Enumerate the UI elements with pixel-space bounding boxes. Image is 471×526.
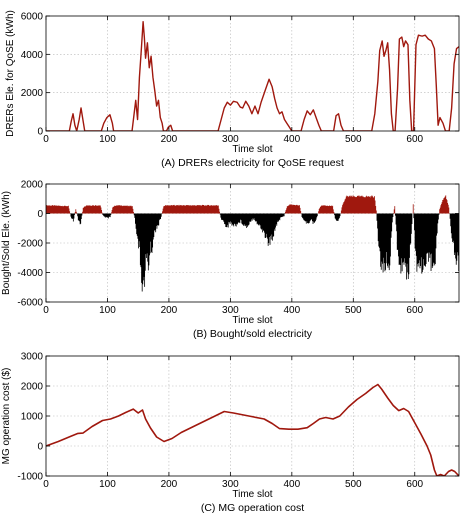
x-tick-label: 500: [345, 305, 362, 316]
series-line-1: [46, 383, 459, 476]
chart-panel-2: 0 100 200 300 400 500 600 -6000 -4000 -2000 0 2000 T…: [1, 180, 460, 340]
y-tick-label: -2000: [17, 239, 43, 250]
x-tick-label: 400: [283, 479, 300, 490]
x-tick-label: 300: [222, 134, 239, 145]
x-tick-label: 600: [406, 305, 423, 316]
x-tick-label: 600: [406, 134, 423, 145]
x-tick-label: 0: [43, 134, 49, 145]
bars-sold: [69, 213, 459, 292]
y-tick-label: 0: [37, 209, 43, 220]
y-tick-label: 2000: [21, 382, 44, 393]
x-tick-label: 100: [99, 134, 116, 145]
series-line-1: [46, 21, 459, 131]
x-tick-label: 500: [345, 479, 362, 490]
x-tick-label: 200: [161, 305, 178, 316]
y-tick-label: 3000: [21, 352, 44, 363]
y-tick-label: 0: [37, 127, 43, 138]
chart-caption: (A) DRERs electricity for QoSE request: [161, 157, 344, 169]
y-tick-label: 4000: [21, 50, 44, 61]
chart-caption: (C) MG operation cost: [201, 502, 304, 514]
chart-caption: (B) Bought/sold electricity: [193, 328, 313, 340]
x-tick-label: 600: [406, 479, 423, 490]
y-axis-label: Bought/Sold Ele. (kWh): [1, 191, 12, 295]
x-tick-label: 300: [222, 479, 239, 490]
y-tick-label: -1000: [17, 472, 43, 483]
y-tick-label: 6000: [21, 12, 44, 23]
y-tick-label: 2000: [21, 180, 44, 191]
y-tick-label: -4000: [17, 268, 43, 279]
series-group: [46, 21, 459, 131]
x-tick-label: 300: [222, 305, 239, 316]
x-tick-label: 200: [161, 134, 178, 145]
x-tick-label: 200: [161, 479, 178, 490]
x-tick-label: 0: [43, 479, 49, 490]
axes-frame: [45, 15, 460, 132]
x-axis-label: Time slot: [232, 144, 272, 155]
y-axis-label: DRERs Ele. for QoSE (kWh): [5, 10, 16, 137]
x-tick-label: 400: [283, 134, 300, 145]
x-tick-label: 100: [99, 479, 116, 490]
x-tick-label: 100: [99, 305, 116, 316]
series-group: [46, 383, 459, 476]
grid: [46, 16, 459, 131]
x-tick-label: 400: [283, 305, 300, 316]
y-tick-label: 0: [37, 442, 43, 453]
x-axis-label: Time slot: [232, 315, 272, 326]
x-axis-label: Time slot: [232, 489, 272, 500]
x-tick-label: 500: [345, 134, 362, 145]
y-tick-label: 1000: [21, 412, 44, 423]
chart-panel-3: 0 100 200 300 400 500 600-10000100020003000Tim…: [1, 352, 460, 514]
x-tick-label: 0: [43, 305, 49, 316]
y-axis-label: MG operation cost ($): [1, 368, 12, 465]
y-tick-label: -6000: [17, 298, 43, 309]
y-tick-label: 2000: [21, 88, 44, 99]
